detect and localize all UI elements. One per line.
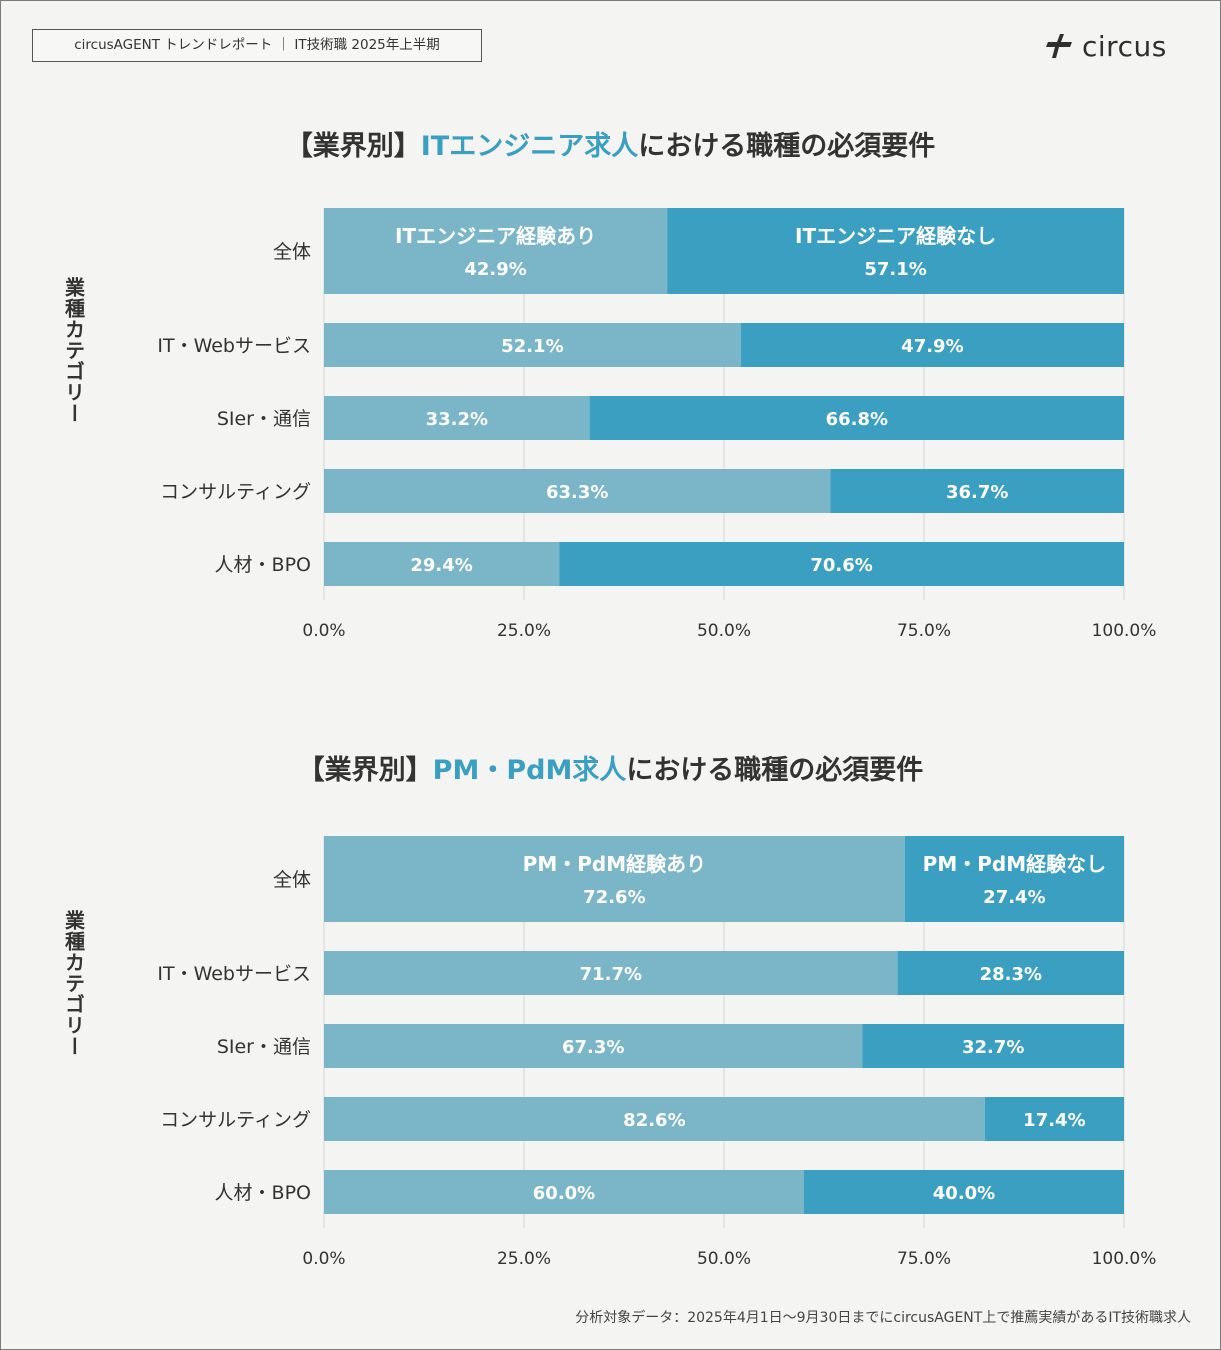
chart-2-bar-with-experience [324,1097,985,1141]
chart-1-title-prefix: 【業界別】 [285,131,421,162]
chart-1-value-label: 36.7% [946,482,1008,503]
chart-2-x-tick: 50.0% [697,1249,751,1269]
chart-2-category-label: 全体 [273,869,311,891]
circus-logo: circus [1044,28,1167,64]
chart-1-value-label: 33.2% [426,409,488,430]
chart-1-value-label: 42.9% [464,259,526,280]
chart-2-title-suffix: における職種の必須要件 [626,755,924,786]
chart-1-x-tick: 0.0% [302,621,345,641]
chart-1-bar-with-experience [324,469,831,513]
chart-2-bar-with-experience [324,1170,804,1214]
chart-2-plot: 0.0% 25.0% 50.0% 75.0% 100.0% 全体 PM・PdM経験あり 72.… [157,836,1157,1269]
chart-2-bar-with-experience [324,1024,863,1068]
chart-1-category-label: SIer・通信 [217,408,311,430]
chart-2-value-label: 32.7% [962,1037,1024,1058]
chart-2-value-label: 72.6% [583,887,645,908]
chart-1-x-tick: 25.0% [497,621,551,641]
chart-1-value-label: 52.1% [501,336,563,357]
chart-1-bar-without-experience [830,469,1124,513]
chart-1-x-tick: 100.0% [1092,621,1157,641]
chart-1-title-accent: ITエンジニア求人 [420,131,639,162]
chart-2-x-tick: 100.0% [1092,1249,1157,1269]
chart-1-bar-without-experience [589,396,1124,440]
chart-1-title-suffix: における職種の必須要件 [638,131,936,162]
chart-1-value-label: 47.9% [901,336,963,357]
chart-1-value-label: 70.6% [810,555,872,576]
chart-1-series-label-without: ITエンジニア経験なし [795,224,996,248]
chart-2-ylabel: 業種カテゴリー [61,909,86,1057]
chart-1-bar-with-experience [324,542,560,586]
chart-2-value-label: 28.3% [980,964,1042,985]
chart-1-value-label: 66.8% [826,409,888,430]
chart-2-bar-without-experience [862,1024,1124,1068]
chart-1-bar-without-experience [667,208,1124,294]
chart-2-x-tick: 75.0% [897,1249,951,1269]
chart-1-x-tick: 75.0% [897,621,951,641]
chart-2-title-prefix: 【業界別】 [297,755,433,786]
chart-2-value-label: 82.6% [623,1110,685,1131]
chart-1-value-label: 57.1% [864,259,926,280]
chart-1-category-label: IT・Webサービス [157,335,311,357]
chart-2-value-label: 71.7% [580,964,642,985]
chart-2-bar-without-experience [804,1170,1124,1214]
chart-2-category-label: コンサルティング [160,1109,311,1131]
chart-2-category-label: IT・Webサービス [157,963,311,985]
chart-2-value-label: 67.3% [562,1037,624,1058]
chart-1-bar-with-experience [324,396,590,440]
chart-2-title: 【業界別】PM・PdM求人における職種の必須要件 [0,748,1221,787]
chart-2-value-label: 27.4% [983,887,1045,908]
chart-1-bar-without-experience [559,542,1124,586]
chart-1-category-label: 全体 [273,241,311,263]
chart-2-category-label: SIer・通信 [217,1036,311,1058]
chart-1-bar-with-experience [324,323,741,367]
chart-1-bar-without-experience [740,323,1124,367]
chart-2-series-label-with: PM・PdM経験あり [523,852,706,876]
footnote: 分析対象データ：2025年4月1日〜9月30日までにcircusAGENT上で推… [575,1310,1191,1326]
chart-1-value-label: 29.4% [410,555,472,576]
chart-1-title: 【業界別】ITエンジニア求人における職種の必須要件 [0,124,1221,163]
report-tag: circusAGENT トレンドレポート ｜ IT技術職 2025年上半期 [32,29,482,62]
chart-2-bar-without-experience [984,1097,1124,1141]
chart-2-x-tick: 0.0% [302,1249,345,1269]
chart-1-bar-with-experience [324,208,668,294]
chart-2-bar-with-experience [324,951,898,995]
chart-1-plot: 0.0% 25.0% 50.0% 75.0% 100.0% 全体 ITエンジニア経験あり 42… [157,208,1157,641]
circus-logo-icon [1046,34,1072,58]
chart-1-ylabel: 業種カテゴリー [61,276,86,424]
chart-2-bar-with-experience [324,836,905,922]
logo-text: circus [1082,29,1167,63]
chart-2-value-label: 60.0% [533,1183,595,1204]
chart-2-value-label: 40.0% [933,1183,995,1204]
chart-1-x-tick: 50.0% [697,621,751,641]
chart-2-title-accent: PM・PdM求人 [432,755,627,786]
chart-2-x-tick: 25.0% [497,1249,551,1269]
chart-2-value-label: 17.4% [1023,1110,1085,1131]
chart-1-category-label: コンサルティング [160,481,311,503]
chart-2-bar-without-experience [904,836,1124,922]
chart-2-bar-without-experience [897,951,1124,995]
chart-1-series-label-with: ITエンジニア経験あり [395,224,596,248]
chart-2-category-label: 人材・BPO [215,1182,311,1204]
chart-1-value-label: 63.3% [546,482,608,503]
chart-2-series-label-without: PM・PdM経験なし [923,852,1106,876]
chart-1-category-label: 人材・BPO [215,554,311,576]
